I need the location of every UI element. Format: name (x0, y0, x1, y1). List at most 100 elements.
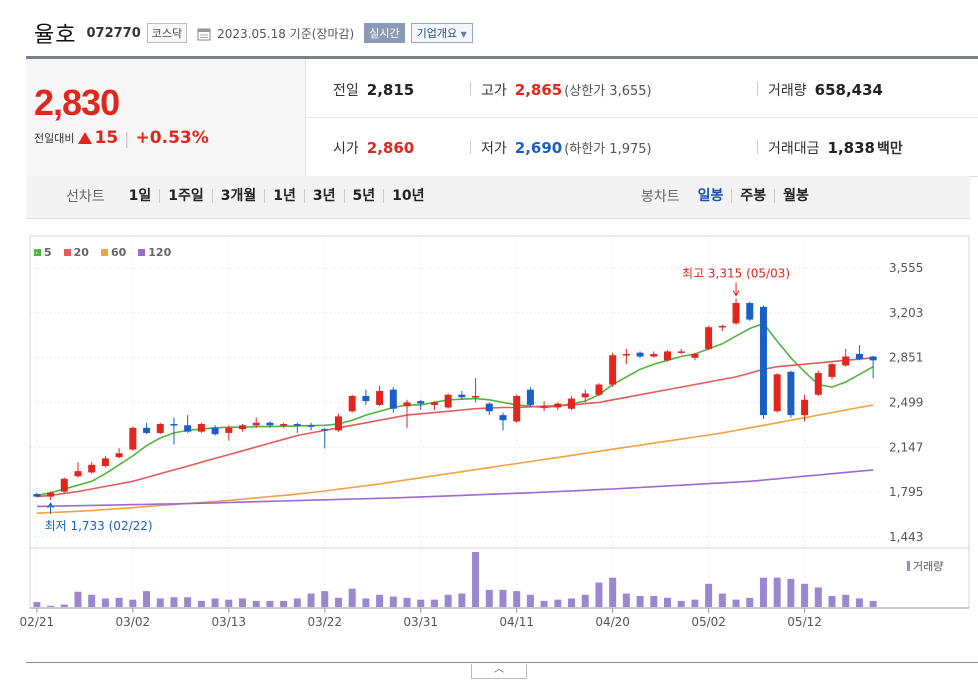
ma60-line (36, 404, 874, 514)
candle-body (184, 425, 192, 432)
x-tick-label: 04/11 (499, 615, 534, 629)
ma-legend: 5 20 60 120 (34, 246, 171, 259)
candle-body (170, 424, 178, 426)
candle (101, 455, 109, 468)
candle-body (869, 356, 877, 361)
tab-period-10y[interactable]: 10년 (392, 188, 425, 204)
tab-period-3y[interactable]: 3년 (305, 189, 345, 203)
trade-amount: 거래대금 1,838 백만 (768, 138, 903, 158)
volume-bar (417, 599, 425, 607)
candle (581, 389, 589, 403)
legend-label: 20 (73, 246, 89, 259)
ma20-line (36, 357, 874, 498)
candle-body (732, 303, 740, 324)
stock-name: 율호 (34, 23, 77, 48)
candle-body (691, 353, 699, 358)
y-tick-label: 1,795 (889, 485, 923, 499)
tab-period-1w[interactable]: 1주일 (160, 189, 213, 203)
candle-body (417, 401, 425, 404)
candle-body (403, 402, 411, 407)
line-chart-title: 선차트 (66, 189, 105, 205)
volume-bar (348, 588, 356, 607)
candles (33, 298, 877, 501)
open-price: 시가 2,860 (333, 138, 414, 158)
y-tick-label: 2,147 (889, 440, 923, 454)
prev-label: 전일 (333, 83, 359, 99)
candle (814, 370, 822, 397)
tab-monthly[interactable]: 월봉 (783, 188, 809, 204)
candle-tabs: 봉차트 일봉 주봉 월봉 (641, 186, 817, 206)
candle (801, 394, 809, 422)
legend-label: 120 (148, 246, 172, 259)
volume-bar (47, 605, 55, 607)
volume-bar (472, 552, 480, 607)
tab-period-3m[interactable]: 3개월 (213, 189, 266, 203)
candle-body (554, 403, 562, 408)
volume-bar (211, 598, 219, 607)
realtime-button[interactable]: 실시간 (364, 23, 405, 43)
volume-bar (855, 598, 863, 607)
candle (869, 355, 877, 379)
volume-bar (828, 596, 836, 607)
candle-body (197, 424, 205, 432)
volume-bar (184, 597, 192, 607)
x-tick-label: 03/31 (403, 615, 438, 629)
upper-limit: (상한가 3,655) (564, 84, 652, 99)
company-overview-button[interactable]: 기업개요 ▼ (410, 23, 473, 43)
candle (184, 415, 192, 433)
tab-period-1d[interactable]: 1일 (121, 189, 161, 203)
volume-bar (759, 577, 767, 607)
candle (705, 325, 713, 351)
volume-bar (581, 594, 589, 607)
candle (211, 425, 219, 436)
candle (403, 399, 411, 428)
legend-swatch (63, 249, 71, 256)
volume-bar (156, 598, 164, 607)
tab-daily[interactable]: 일봉 (690, 189, 733, 203)
tab-period-1y[interactable]: 1년 (265, 189, 305, 203)
volume-bar (376, 594, 384, 607)
candle-body (33, 494, 41, 497)
divider (305, 117, 978, 118)
volume-bar (143, 591, 151, 607)
up-triangle-icon (78, 132, 93, 144)
candle-body (334, 416, 342, 431)
candle (143, 422, 151, 435)
ma120-line (36, 469, 874, 508)
candle-body (362, 396, 370, 402)
candle-body (129, 427, 137, 450)
candle-chart-title: 봉차트 (641, 189, 680, 205)
volume-bar (280, 600, 288, 607)
candle-body (444, 394, 452, 408)
volume-bar (88, 594, 96, 607)
candle (472, 378, 480, 403)
volume-bar (458, 593, 466, 607)
volume-bar (677, 600, 685, 607)
chart-axes: 3,555 3,203 2,851 2,499 2,147 1,795 1,443 02/21… (20, 261, 944, 629)
candle-body (814, 373, 822, 395)
candle (759, 305, 767, 419)
volume-bar (252, 600, 260, 607)
volume-bar (115, 597, 123, 607)
volume-bar (842, 594, 850, 607)
volume-bar (307, 593, 315, 607)
y-tick-label: 3,203 (889, 306, 923, 320)
chart-tab-bar (26, 176, 970, 219)
tab-period-5y[interactable]: 5년 (345, 189, 385, 203)
candle-body (74, 471, 82, 477)
low-value: 2,690 (514, 139, 563, 157)
volume-bar (554, 599, 562, 607)
candle (280, 422, 288, 428)
y-tick-label: 2,499 (889, 396, 923, 410)
tab-weekly[interactable]: 주봉 (732, 189, 776, 203)
collapse-button[interactable]: ︿ (471, 664, 527, 679)
legend-ma60: 60 (100, 246, 126, 259)
candle (376, 385, 384, 407)
candle (307, 422, 315, 431)
candle (115, 448, 123, 459)
high-label: 고가 (481, 83, 507, 99)
candle-body (101, 458, 109, 467)
moving-averages (36, 322, 874, 514)
volume-bar (74, 591, 82, 607)
